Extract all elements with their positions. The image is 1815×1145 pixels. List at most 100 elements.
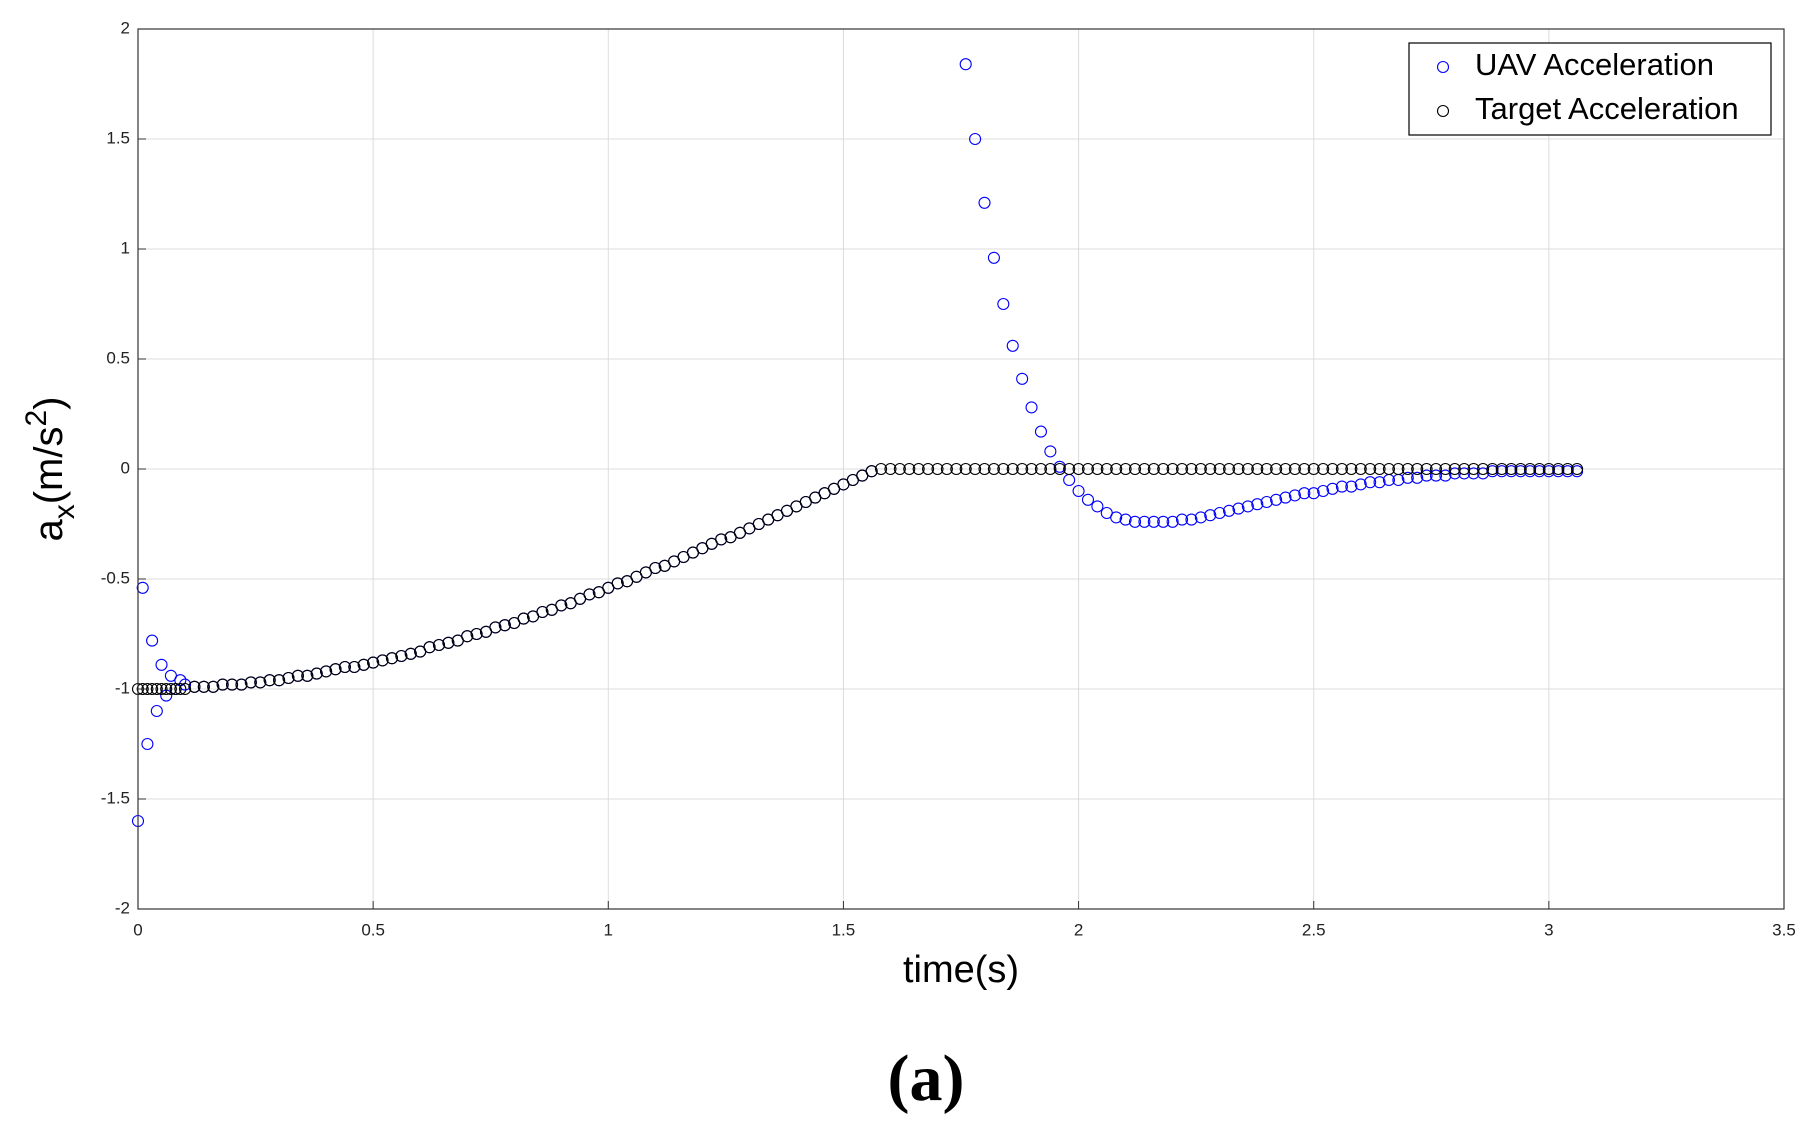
data-point [715,533,728,546]
data-point [1270,462,1283,476]
data-point [155,682,168,696]
data-point [1298,487,1311,500]
data-point [1411,462,1424,476]
data-point [150,682,163,696]
data-point [1166,462,1179,476]
data-point [865,465,878,478]
data-point [1270,493,1283,506]
data-point [1157,462,1170,476]
data-point [1110,462,1123,476]
data-point [1175,513,1189,526]
data-point [959,58,972,71]
data-point [1429,462,1443,476]
data-point [376,654,389,667]
data-point [1016,372,1029,385]
data-point [1288,489,1301,502]
x-tick-label: 0.5 [361,920,385,939]
data-point [1081,462,1095,476]
data-point [1119,513,1132,526]
data-point [922,462,935,476]
data-point [1364,462,1377,476]
data-point [1335,480,1348,493]
y-tick-label: 1.5 [106,128,130,147]
data-point [1467,462,1480,476]
y-tick-label: -1.5 [101,788,130,807]
marks [131,58,1584,828]
data-point [1138,515,1151,528]
data-point [1392,462,1405,476]
data-point [1100,462,1113,476]
data-point [1185,462,1198,476]
x-tick-label: 1.5 [832,920,856,939]
data-point [978,196,991,209]
data-point [244,676,257,689]
data-point [959,462,972,476]
data-point [1279,491,1292,504]
data-point [1260,462,1273,476]
data-point [155,658,168,671]
legend: UAV Acceleration Target Acceleration [1408,42,1772,136]
y-label-part: (m/s [27,427,71,505]
y-label-part: a [27,519,71,542]
data-point [1505,462,1518,476]
data-point [1034,425,1047,438]
data-point [1025,462,1038,476]
data-point [1420,469,1433,482]
data-point [950,462,963,476]
data-point [1476,462,1490,476]
data-point [1232,462,1245,476]
data-point [1561,462,1574,476]
data-point [517,612,530,625]
data-point [216,678,229,691]
data-point [875,462,888,476]
data-point [1147,515,1160,528]
data-point [893,462,906,476]
data-point [1533,462,1546,476]
data-point [301,669,314,682]
data-point [160,689,173,702]
data-point [1147,462,1160,476]
data-point [1128,462,1142,476]
data-point [136,581,149,594]
x-axis-label: time(s) [903,949,1019,991]
data-point [338,660,351,674]
data-point [1213,462,1226,476]
data-point [348,660,361,674]
y-tick-label: -1 [115,678,130,697]
data-point [1326,482,1339,495]
y-tick-label: 0.5 [106,348,130,367]
data-point [1439,462,1452,476]
data-point [188,680,201,693]
data-point [207,680,220,693]
data-point [235,678,248,691]
data-point [254,676,267,689]
y-label-sup: 2 [20,410,53,427]
data-point [320,665,333,678]
data-point [1514,462,1527,476]
x-tick-label: 0 [133,920,142,939]
data-point [1044,445,1057,458]
data-point [367,656,380,669]
data-point [1204,462,1217,476]
data-point [1523,462,1537,476]
data-point [1448,462,1461,476]
y-tick-label: 2 [121,18,130,37]
data-point [197,680,210,693]
y-axis-label: ax(m/s2) [20,396,81,541]
data-point [978,462,991,476]
data-point [1486,462,1499,476]
data-point [226,678,239,691]
data-point [611,577,624,590]
legend-label: Target Acceleration [1475,91,1739,126]
data-point [498,619,511,632]
data-point [1542,462,1555,476]
data-point [1354,462,1367,476]
data-point [1223,504,1236,517]
data-point [329,663,342,676]
data-point [1345,462,1358,476]
axes: 0 0.5 1 1.5 2 2.5 3 3.5 -2 -1.5 -1 -0.5 0 0.5 1 1.5 2 [101,18,1796,939]
data-point [146,634,159,647]
data-point [1495,462,1508,476]
data-point [1128,515,1142,528]
